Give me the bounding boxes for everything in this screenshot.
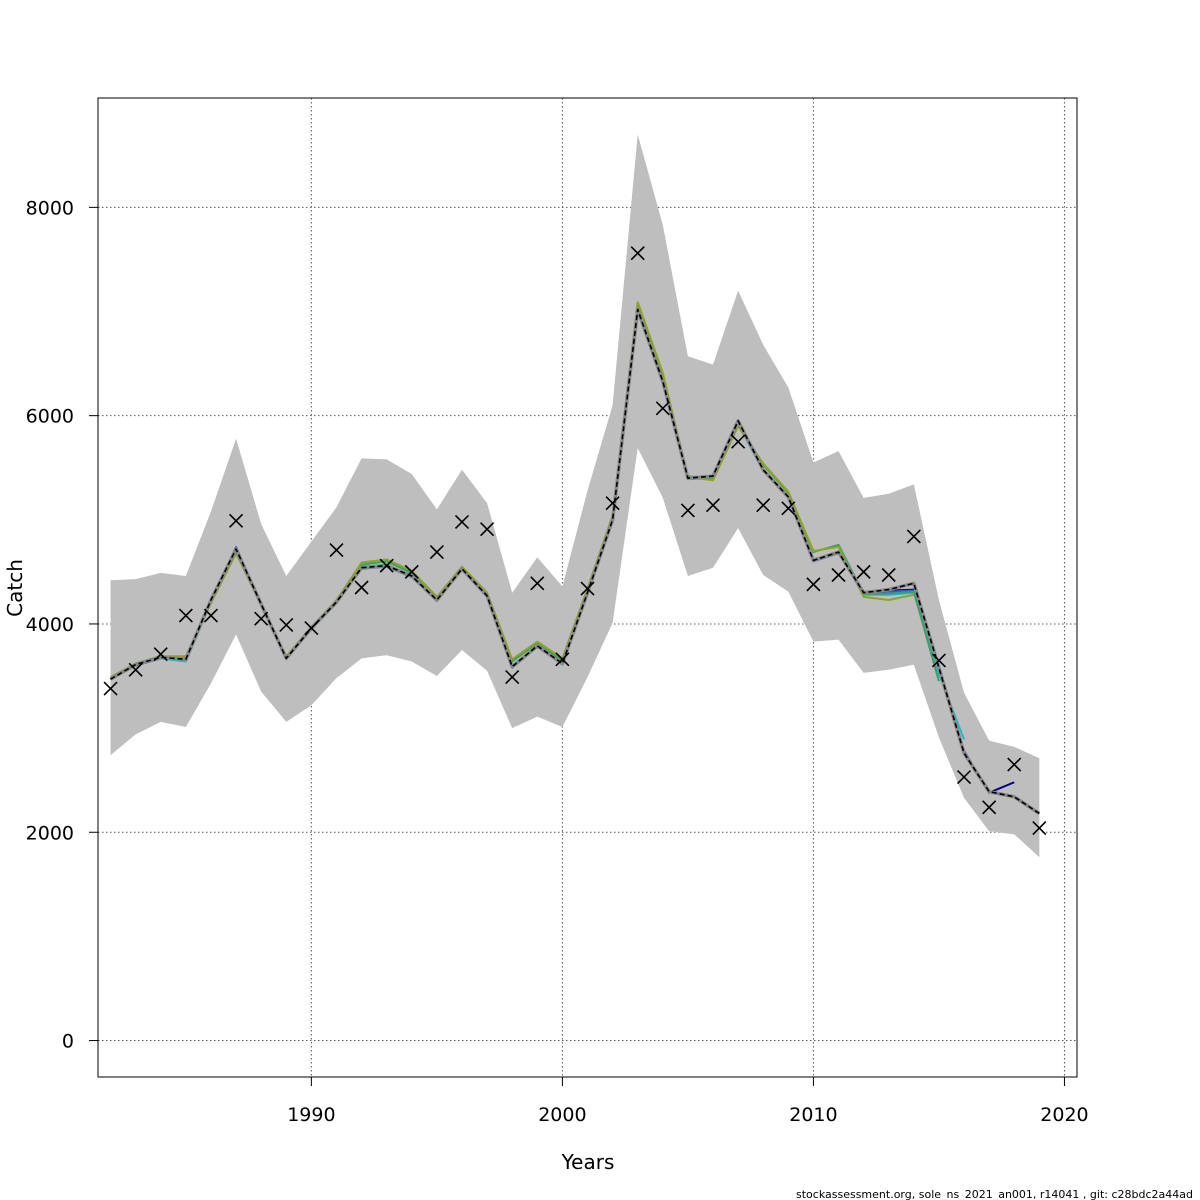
observed-point-2003 bbox=[630, 246, 645, 261]
observed-point-2014 bbox=[906, 529, 921, 544]
observed-point-2016 bbox=[956, 769, 972, 785]
observed-point-2013 bbox=[881, 567, 896, 583]
observed-point-1984 bbox=[153, 647, 168, 662]
observed-point-2012 bbox=[856, 564, 871, 579]
observed-points-layer bbox=[103, 246, 1047, 836]
observed-point-2000 bbox=[555, 652, 570, 667]
observed-point-1997 bbox=[480, 522, 495, 537]
observed-point-1993 bbox=[379, 558, 394, 573]
observed-point-2017 bbox=[982, 800, 997, 815]
observed-point-1983 bbox=[128, 662, 143, 677]
observed-point-1986 bbox=[203, 608, 219, 623]
observed-point-1991 bbox=[329, 542, 344, 558]
observed-point-2008 bbox=[756, 498, 771, 513]
confidence-band-layer bbox=[110, 134, 1040, 858]
observed-point-1999 bbox=[530, 576, 545, 591]
observed-point-1990 bbox=[304, 621, 319, 636]
observed-point-2002 bbox=[605, 496, 620, 511]
y-tick-label-0: 0 bbox=[62, 1031, 74, 1053]
y-tick-label-1: 2000 bbox=[26, 822, 74, 844]
confidence-band bbox=[110, 134, 1040, 858]
observed-point-1989 bbox=[279, 617, 294, 633]
y-axis-title: Catch bbox=[3, 559, 27, 617]
x-tick-label-3: 2020 bbox=[1040, 1104, 1088, 1126]
observed-point-2010 bbox=[806, 577, 821, 592]
observed-point-1982 bbox=[103, 681, 118, 696]
observed-point-2006 bbox=[705, 498, 721, 513]
reference-line-layer bbox=[109, 307, 1041, 815]
observed-point-2005 bbox=[680, 503, 695, 518]
observed-point-2004 bbox=[655, 401, 670, 416]
footer-caption: stockassessment.org, sole_ns_2021_an001,… bbox=[796, 1188, 1193, 1200]
observed-point-1988 bbox=[254, 611, 269, 626]
observed-point-2001 bbox=[580, 581, 595, 596]
x-tick-label-2: 2010 bbox=[789, 1104, 837, 1126]
observed-point-1995 bbox=[429, 545, 444, 560]
observed-point-1985 bbox=[178, 608, 193, 623]
observed-point-2019 bbox=[1032, 821, 1047, 836]
observed-point-1987 bbox=[228, 513, 244, 528]
y-tick-label-2: 4000 bbox=[26, 614, 74, 636]
x-tick-label-1: 2000 bbox=[538, 1104, 586, 1126]
observed-point-1996 bbox=[454, 514, 470, 529]
observed-point-2011 bbox=[831, 567, 846, 583]
x-axis-title: Years bbox=[561, 1150, 615, 1174]
y-tick-label-4: 8000 bbox=[26, 197, 74, 219]
y-tick-label-3: 6000 bbox=[26, 406, 74, 428]
observed-point-2015 bbox=[931, 653, 947, 668]
x-tick-label-0: 1990 bbox=[287, 1104, 335, 1126]
reference-line bbox=[110, 308, 1040, 815]
observed-point-2007 bbox=[731, 434, 746, 449]
y-axis: 0 2000 4000 6000 8000 bbox=[26, 197, 99, 1053]
observed-point-1994 bbox=[404, 564, 419, 579]
observed-point-2018 bbox=[1007, 757, 1022, 772]
x-axis: 1990 2000 2010 2020 bbox=[287, 1076, 1089, 1126]
observed-point-1992 bbox=[354, 580, 369, 595]
observed-point-1998 bbox=[505, 670, 520, 685]
observed-point-2009 bbox=[781, 501, 796, 516]
